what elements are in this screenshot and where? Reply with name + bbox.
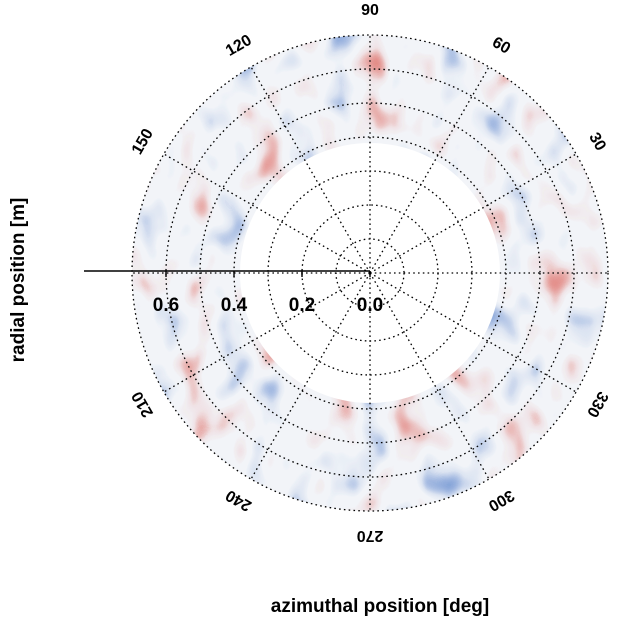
grid-spoke [250, 272, 371, 480]
radial-tick-label: 0.2 [289, 295, 315, 316]
angular-tick-label: 270 [357, 527, 384, 544]
angular-tick-label: 0 [624, 269, 626, 278]
radial-axis-line [84, 270, 371, 277]
angular-tick-label: 90 [361, 2, 379, 19]
x-axis-label: azimuthal position [deg] [270, 596, 490, 617]
grid-spoke [250, 66, 371, 274]
grid-spoke [163, 153, 371, 274]
radial-tick-label: 0.6 [153, 295, 179, 316]
grid-circle [199, 102, 541, 444]
grid-spoke [163, 272, 371, 393]
grid-circle [131, 34, 609, 512]
grid-spoke [369, 272, 577, 393]
grid-spoke [369, 272, 490, 480]
radial-tick-labels: 0.6 0.4 0.2 0.0 [153, 295, 383, 316]
grid-spoke [369, 66, 490, 274]
radial-tick-label: 0.4 [221, 295, 248, 316]
angular-tick-label: 60 [489, 34, 513, 58]
radial-tick-label: 0.0 [357, 295, 383, 316]
grid-circle [165, 68, 575, 478]
y-axis-label-wrap: radial position [m] [4, 150, 34, 410]
polar-grid [131, 34, 609, 512]
grid-spoke [369, 153, 577, 274]
y-axis-label: radial position [m] [8, 197, 29, 363]
angular-tick-label: 30 [585, 130, 609, 154]
